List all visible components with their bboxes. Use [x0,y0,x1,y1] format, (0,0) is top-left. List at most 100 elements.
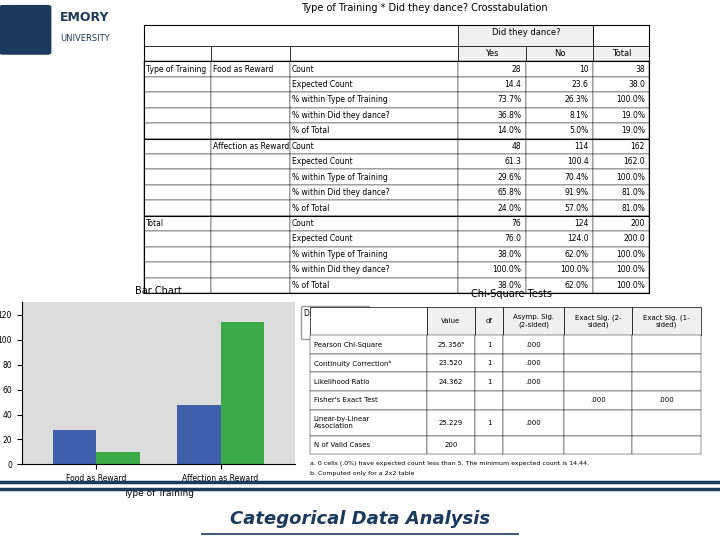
Text: 25.356ᵃ: 25.356ᵃ [437,341,464,348]
Bar [310,373,426,391]
Bar [144,185,212,200]
Text: % within Did they dance?: % within Did they dance? [292,188,390,197]
Bar [526,200,593,216]
Bar [526,278,593,293]
Text: Type of Training * Did they dance? Crosstabulation: Type of Training * Did they dance? Cross… [302,3,548,13]
Text: 162: 162 [631,142,645,151]
Text: 14.4: 14.4 [505,80,521,89]
Bar [212,170,290,185]
Text: 162.0: 162.0 [624,157,645,166]
Text: 100.0%: 100.0% [560,265,589,274]
Bar [593,170,649,185]
Text: Expected Count: Expected Count [292,234,352,244]
Text: Exact Sig. (2-
sided): Exact Sig. (2- sided) [575,314,621,328]
Bar [144,216,212,231]
Text: 23.520: 23.520 [438,360,463,366]
Bar [564,354,632,373]
Text: Affection as Reward: Affection as Reward [213,142,289,151]
Text: 23.6: 23.6 [572,80,589,89]
Text: Expected Count: Expected Count [292,80,352,89]
Text: .000: .000 [526,379,541,385]
Text: % of Total: % of Total [292,126,329,136]
Bar [503,307,564,335]
Bar [632,391,701,410]
Bar [290,107,459,123]
Bar [310,436,426,455]
Text: Expected Count: Expected Count [292,157,352,166]
Bar [144,278,212,293]
Bar [212,139,290,154]
Bar [459,170,526,185]
Bar [564,335,632,354]
Text: 29.6%: 29.6% [498,173,521,181]
Bar [593,154,649,170]
Bar [177,404,220,464]
Bar [212,231,290,247]
Text: % of Total: % of Total [292,204,329,213]
Text: 57.0%: 57.0% [564,204,589,213]
Bar [503,391,564,410]
Bar [290,231,459,247]
Bar [459,247,526,262]
Text: % within Did they dance?: % within Did they dance? [292,265,390,274]
Bar [526,262,593,278]
Bar [290,278,459,293]
Text: Likelihood Ratio: Likelihood Ratio [314,379,369,385]
Bar [290,46,459,62]
Text: 200.0: 200.0 [624,234,645,244]
Bar [144,231,212,247]
Text: 100.4: 100.4 [567,157,589,166]
Bar [593,231,649,247]
Text: .000: .000 [659,397,675,403]
Bar [144,107,212,123]
Text: 1: 1 [487,360,491,366]
Text: 14.0%: 14.0% [498,126,521,136]
Bar [53,429,96,464]
Text: 5.0%: 5.0% [570,126,589,136]
Bar [459,77,526,92]
Bar [526,231,593,247]
Bar [212,107,290,123]
Text: 19.0%: 19.0% [621,111,645,120]
Bar [593,123,649,139]
Bar [593,46,649,62]
Bar [290,77,459,92]
Text: No: No [554,49,565,58]
Bar [290,247,459,262]
Bar [459,107,526,123]
Bar [459,185,526,200]
Bar [459,216,526,231]
Bar [144,200,212,216]
Bar [212,262,290,278]
Bar [310,391,426,410]
Text: 100.0%: 100.0% [616,250,645,259]
Text: 124: 124 [575,219,589,228]
Bar [475,410,503,436]
Bar [290,139,459,154]
Text: 76: 76 [512,219,521,228]
Bar [426,373,475,391]
Bar [526,170,593,185]
Bar [459,92,526,107]
Bar [144,139,212,154]
Text: Fisher's Exact Test: Fisher's Exact Test [314,397,377,403]
Bar [212,92,290,107]
Bar [475,307,503,335]
Text: 73.7%: 73.7% [498,96,521,104]
Bar [426,391,475,410]
Bar [310,335,426,354]
Bar [220,322,264,464]
Text: % of Total: % of Total [292,281,329,290]
Bar [144,262,212,278]
Bar [290,185,459,200]
Bar [475,436,503,455]
Text: 24.362: 24.362 [438,379,463,385]
Bar [212,247,290,262]
Bar [593,25,649,46]
Bar [632,354,701,373]
Bar [212,154,290,170]
Bar [144,123,212,139]
FancyBboxPatch shape [0,5,50,54]
Text: 100.0%: 100.0% [492,265,521,274]
Bar [526,123,593,139]
